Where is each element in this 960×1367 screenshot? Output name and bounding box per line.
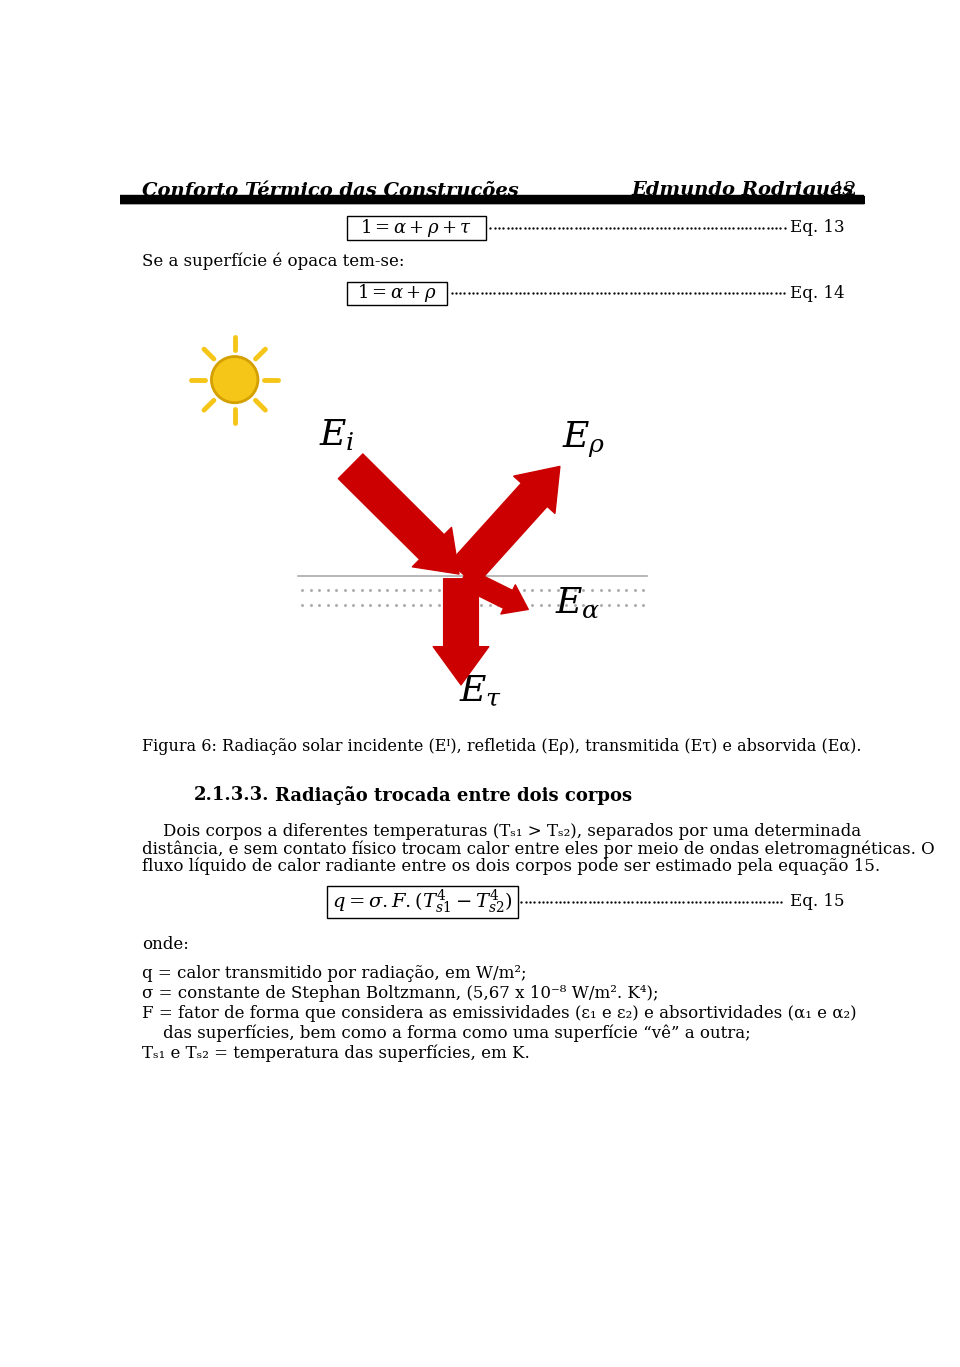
Text: $1 = \alpha + \rho$: $1 = \alpha + \rho$ — [357, 283, 437, 305]
Text: fluxo líquido de calor radiante entre os dois corpos pode ser estimado pela equa: fluxo líquido de calor radiante entre os… — [142, 857, 879, 875]
Text: das superfícies, bem como a forma como uma superfície “vê” a outra;: das superfícies, bem como a forma como u… — [162, 1025, 751, 1043]
Text: F = fator de forma que considera as emissividades (ε₁ e ε₂) e absortividades (α₁: F = fator de forma que considera as emis… — [142, 1005, 856, 1023]
Text: $1 = \alpha + \rho + \tau$: $1 = \alpha + \rho + \tau$ — [360, 217, 472, 239]
Text: 12: 12 — [833, 180, 857, 200]
FancyBboxPatch shape — [348, 216, 486, 239]
FancyBboxPatch shape — [327, 886, 517, 917]
Text: $E_i$: $E_i$ — [319, 417, 355, 452]
Text: Conforto Térmico das Construções: Conforto Térmico das Construções — [142, 180, 518, 201]
Text: Edmundo Rodrigues: Edmundo Rodrigues — [632, 180, 853, 200]
Text: Dois corpos a diferentes temperaturas (Tₛ₁ > Tₛ₂), separados por uma determinada: Dois corpos a diferentes temperaturas (T… — [142, 823, 861, 841]
Text: Eq. 14: Eq. 14 — [790, 284, 845, 302]
Text: $E_\tau$: $E_\tau$ — [459, 674, 502, 709]
Circle shape — [211, 357, 258, 403]
Text: Eq. 13: Eq. 13 — [790, 220, 845, 236]
Text: Tₛ₁ e Tₛ₂ = temperatura das superfícies, em K.: Tₛ₁ e Tₛ₂ = temperatura das superfícies,… — [142, 1044, 530, 1062]
Text: Radiação trocada entre dois corpos: Radiação trocada entre dois corpos — [275, 786, 632, 805]
FancyBboxPatch shape — [348, 282, 447, 305]
Text: Eq. 15: Eq. 15 — [790, 893, 845, 910]
Text: Se a superfície é opaca tem-se:: Se a superfície é opaca tem-se: — [142, 253, 404, 271]
Text: $E_\alpha$: $E_\alpha$ — [555, 585, 600, 621]
Text: onde:: onde: — [142, 935, 188, 953]
Text: σ = constante de Stephan Boltzmann, (5,67 x 10⁻⁸ W/m². K⁴);: σ = constante de Stephan Boltzmann, (5,6… — [142, 984, 659, 1002]
Text: $E_\rho$: $E_\rho$ — [562, 420, 605, 459]
Text: $q = \sigma.F.(T_{s1}^{4} - T_{s2}^{4})$: $q = \sigma.F.(T_{s1}^{4} - T_{s2}^{4})$ — [332, 887, 513, 916]
Text: Figura 6: Radiação solar incidente (Eᴵ), refletida (Eρ), transmitida (Eτ) e abso: Figura 6: Radiação solar incidente (Eᴵ),… — [142, 738, 861, 755]
Text: q = calor transmitido por radiação, em W/m²;: q = calor transmitido por radiação, em W… — [142, 965, 526, 982]
Text: distância, e sem contato físico trocam calor entre eles por meio de ondas eletro: distância, e sem contato físico trocam c… — [142, 841, 934, 857]
Text: 2.1.3.3.: 2.1.3.3. — [194, 786, 269, 804]
